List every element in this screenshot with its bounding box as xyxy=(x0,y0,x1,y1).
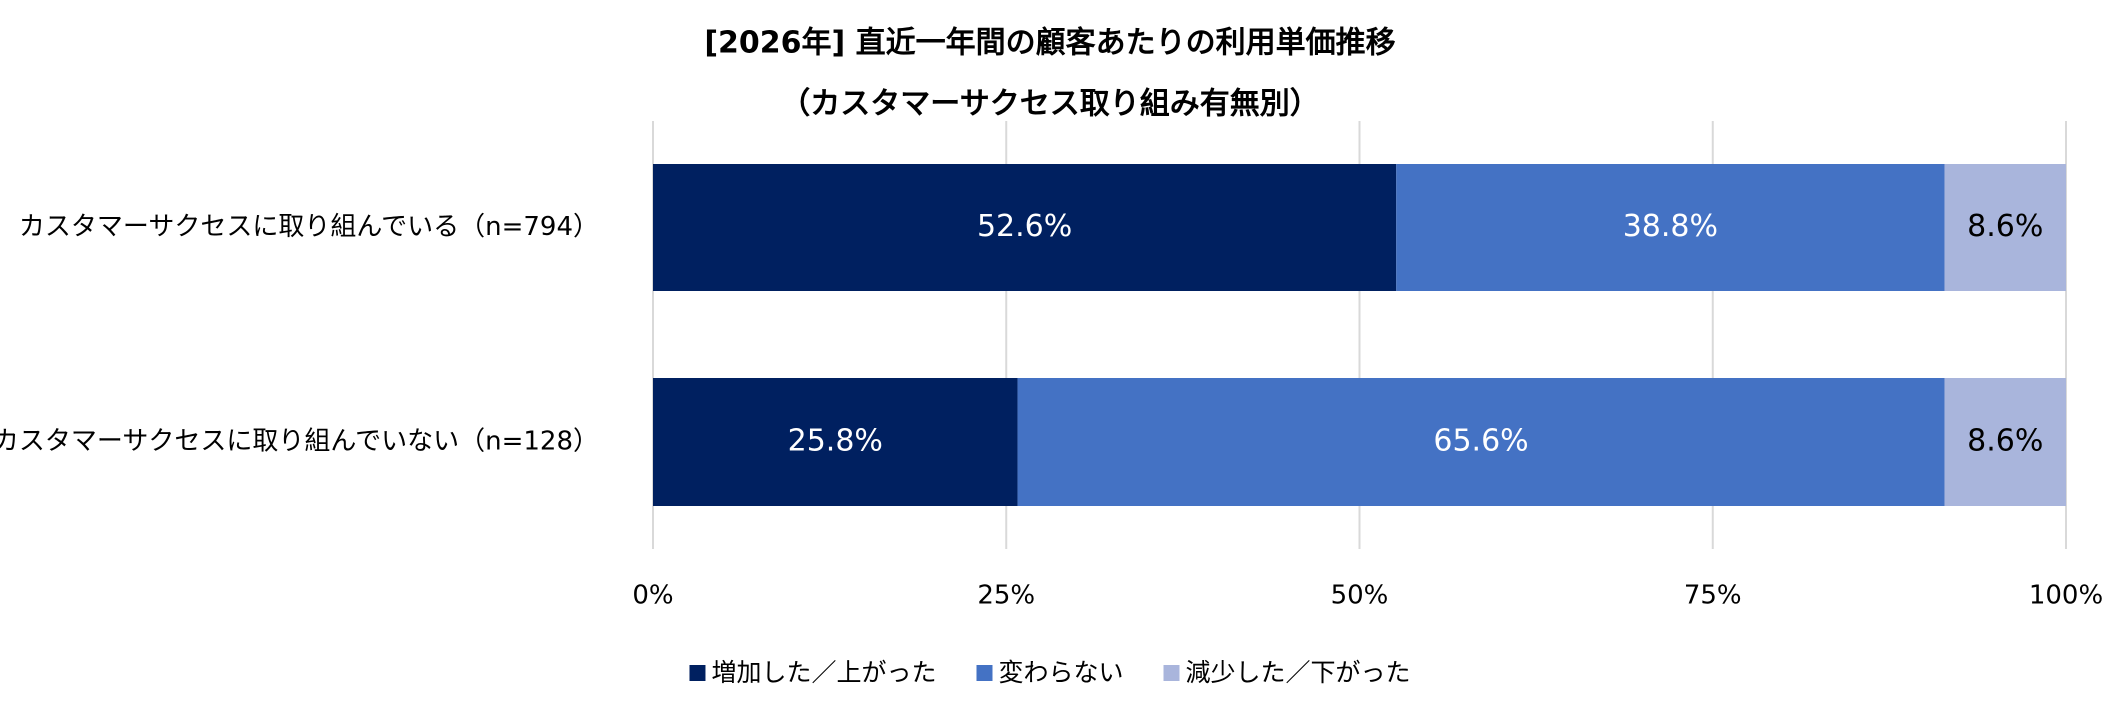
x-tick-label: 0% xyxy=(632,581,673,611)
chart-title: [2026年] 直近一年間の顧客あたりの利用単価推移 xyxy=(704,26,1395,61)
category-label: カスタマーサクセスに取り組んでいない（n=128） xyxy=(0,427,599,457)
legend-swatch xyxy=(689,665,706,681)
bar-segment xyxy=(1944,164,2066,291)
data-label: 25.8% xyxy=(788,424,883,459)
bar-segment xyxy=(1396,164,1945,291)
data-label: 8.6% xyxy=(1967,424,2043,459)
category-label: カスタマーサクセスに取り組んでいる（n=794） xyxy=(19,212,599,242)
bar-segment xyxy=(653,164,1397,291)
legend-label: 増加した／上がった xyxy=(711,658,936,687)
x-tick-label: 100% xyxy=(2029,581,2103,611)
data-label: 52.6% xyxy=(977,209,1072,244)
x-tick-label: 50% xyxy=(1331,581,1389,611)
legend-swatch xyxy=(1163,665,1180,681)
data-label: 38.8% xyxy=(1623,209,1718,244)
legend-label: 減少した／下がった xyxy=(1186,658,1411,687)
bar-segment xyxy=(653,378,1018,506)
bar-segment xyxy=(1944,378,2066,506)
x-tick-label: 75% xyxy=(1684,581,1742,611)
data-label: 65.6% xyxy=(1433,424,1528,459)
x-tick-label: 25% xyxy=(977,581,1035,611)
legend-swatch xyxy=(976,665,993,681)
bar-segment xyxy=(1017,378,1945,506)
legend-label: 変わらない xyxy=(998,658,1123,687)
data-label: 8.6% xyxy=(1967,209,2043,244)
chart-subtitle: （カスタマーサクセス取り組み有無別） xyxy=(780,87,1319,122)
